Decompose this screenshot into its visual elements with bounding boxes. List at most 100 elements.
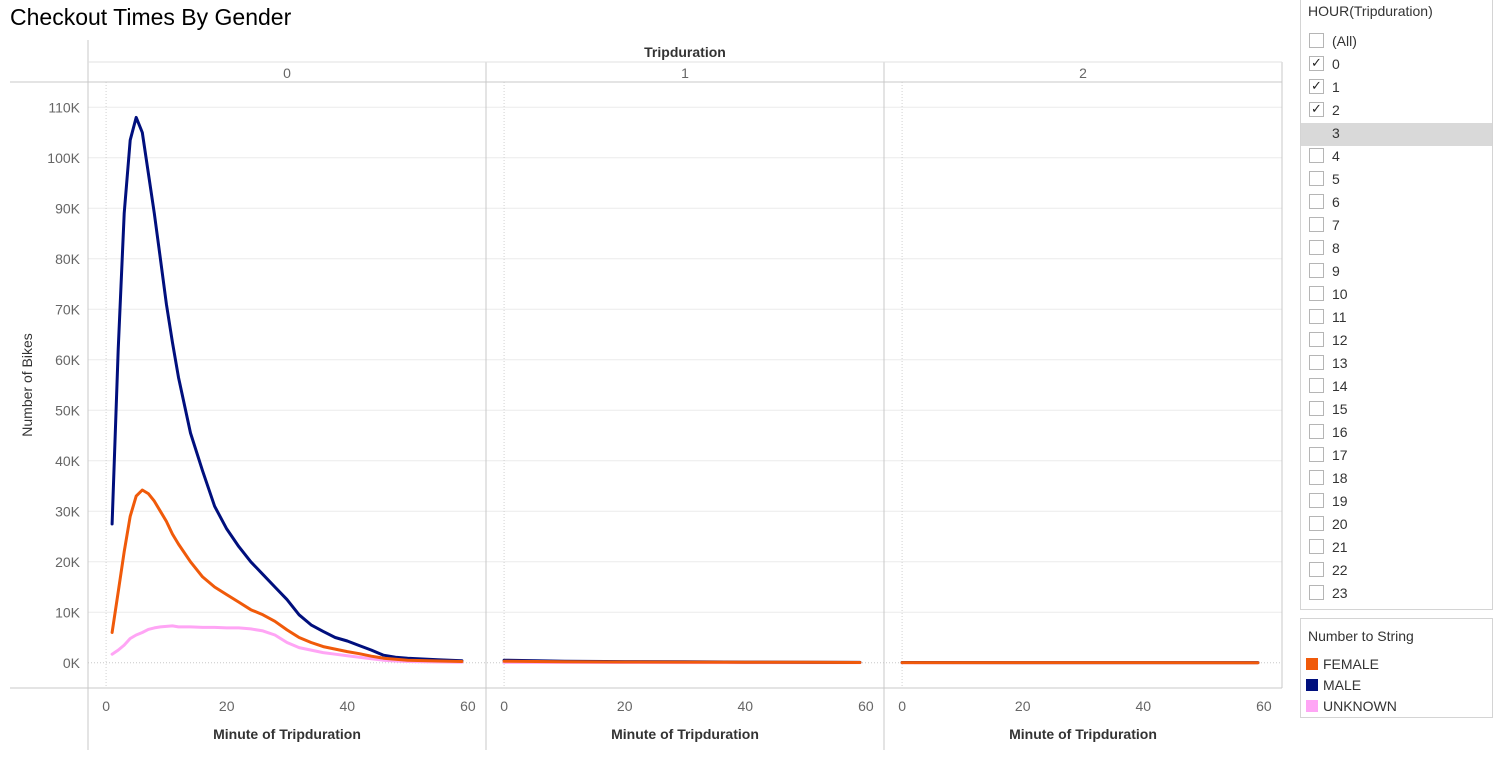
filter-checkbox[interactable] xyxy=(1309,447,1324,462)
color-legend: Number to String FEMALE MALE UNKNOWN xyxy=(1300,618,1493,718)
legend-swatch xyxy=(1306,658,1318,670)
filter-item-14[interactable]: 14 xyxy=(1301,376,1492,399)
filter-checkbox[interactable] xyxy=(1309,562,1324,577)
filter-item-7[interactable]: 7 xyxy=(1301,215,1492,238)
filter-item-label: 5 xyxy=(1332,171,1340,187)
legend-label: MALE xyxy=(1323,677,1362,693)
grid-lines xyxy=(88,82,1282,688)
filter-checkbox[interactable] xyxy=(1309,194,1324,209)
legend-label: FEMALE xyxy=(1323,656,1380,672)
filter-item-label: 9 xyxy=(1332,263,1340,279)
filter-item-label: 15 xyxy=(1332,401,1348,417)
filter-item-label: 1 xyxy=(1332,79,1340,95)
filter-item-label: 17 xyxy=(1332,447,1348,463)
filter-item-label: 7 xyxy=(1332,217,1340,233)
filter-item-20[interactable]: 20 xyxy=(1301,514,1492,537)
filter-checkbox[interactable] xyxy=(1309,401,1324,416)
filter-item-label: 14 xyxy=(1332,378,1348,394)
filter-item-3[interactable]: 3 xyxy=(1301,123,1492,146)
filter-item-18[interactable]: 18 xyxy=(1301,468,1492,491)
y-tick-label: 100K xyxy=(47,150,80,166)
filter-item-1[interactable]: ✓ 1 xyxy=(1301,77,1492,100)
panel-header-label: 2 xyxy=(1079,65,1087,81)
filter-item-0[interactable]: ✓ 0 xyxy=(1301,54,1492,77)
series-line-male xyxy=(110,115,464,663)
filter-checkbox[interactable] xyxy=(1309,424,1324,439)
legend-label: UNKNOWN xyxy=(1323,698,1397,714)
filter-item-label: 21 xyxy=(1332,539,1348,555)
y-tick-label: 110K xyxy=(48,99,80,115)
filter-item-label: 3 xyxy=(1332,125,1340,141)
filter-item-label: 20 xyxy=(1332,516,1348,532)
filter-checkbox[interactable] xyxy=(1309,171,1324,186)
series-lines xyxy=(110,115,1260,665)
filter-item-22[interactable]: 22 xyxy=(1301,560,1492,583)
filter-checkbox[interactable]: ✓ xyxy=(1309,56,1324,71)
filter-item-label: 0 xyxy=(1332,56,1340,72)
x-tick-label: 20 xyxy=(219,698,235,714)
x-tick-label: 40 xyxy=(1136,698,1152,714)
filter-checkbox[interactable] xyxy=(1309,355,1324,370)
filter-checkbox[interactable]: ✓ xyxy=(1309,102,1324,117)
filter-item-15[interactable]: 15 xyxy=(1301,399,1492,422)
panel-header-label: 1 xyxy=(681,65,689,81)
filter-item-label: 12 xyxy=(1332,332,1348,348)
filter-item-4[interactable]: 4 xyxy=(1301,146,1492,169)
filter-item-all[interactable]: (All) xyxy=(1301,31,1492,54)
filter-item-19[interactable]: 19 xyxy=(1301,491,1492,514)
filter-checkbox[interactable] xyxy=(1309,240,1324,255)
filter-checkbox[interactable] xyxy=(1309,309,1324,324)
filter-checkbox[interactable] xyxy=(1309,217,1324,232)
filter-item-label: 18 xyxy=(1332,470,1348,486)
filter-checkbox[interactable] xyxy=(1309,470,1324,485)
x-axis-title: Minute of Tripduration xyxy=(1009,726,1157,742)
filter-checkbox[interactable] xyxy=(1309,493,1324,508)
filter-title: HOUR(Tripduration) xyxy=(1308,3,1433,19)
filter-checkbox[interactable] xyxy=(1309,33,1324,48)
y-tick-label: 10K xyxy=(55,604,81,620)
column-header-title: Tripduration xyxy=(644,44,726,60)
filter-item-11[interactable]: 11 xyxy=(1301,307,1492,330)
filter-checkbox[interactable] xyxy=(1309,585,1324,600)
filter-item-9[interactable]: 9 xyxy=(1301,261,1492,284)
y-tick-label: 20K xyxy=(55,554,81,570)
filter-item-13[interactable]: 13 xyxy=(1301,353,1492,376)
y-tick-label: 0K xyxy=(63,655,81,671)
filter-item-label: 13 xyxy=(1332,355,1348,371)
series-line-female xyxy=(502,659,862,664)
filter-checkbox[interactable] xyxy=(1309,516,1324,531)
filter-item-21[interactable]: 21 xyxy=(1301,537,1492,560)
filter-checkbox[interactable] xyxy=(1309,539,1324,554)
filter-item-23[interactable]: 23 xyxy=(1301,583,1492,606)
filter-item-17[interactable]: 17 xyxy=(1301,445,1492,468)
filter-item-10[interactable]: 10 xyxy=(1301,284,1492,307)
axis-labels: 0K 10K 20K 30K 40K 50K 60K 70K 80K 90K 100K 110K Tri… xyxy=(19,44,1272,742)
filter-item-12[interactable]: 12 xyxy=(1301,330,1492,353)
x-tick-label: 0 xyxy=(898,698,906,714)
series-line-female xyxy=(110,488,464,663)
filter-checkbox[interactable] xyxy=(1309,378,1324,393)
filter-checkbox[interactable]: ✓ xyxy=(1309,79,1324,94)
filter-checkbox[interactable] xyxy=(1309,148,1324,163)
filter-checkbox[interactable] xyxy=(1309,125,1324,140)
x-tick-label: 0 xyxy=(102,698,110,714)
filter-item-label: 6 xyxy=(1332,194,1340,210)
y-tick-label: 80K xyxy=(55,251,81,267)
filter-item-label: 23 xyxy=(1332,585,1348,601)
dashboard-title: Checkout Times By Gender xyxy=(10,4,292,30)
filter-item-5[interactable]: 5 xyxy=(1301,169,1492,192)
filter-item-label: 11 xyxy=(1332,309,1347,325)
filter-item-8[interactable]: 8 xyxy=(1301,238,1492,261)
filter-checkbox[interactable] xyxy=(1309,263,1324,278)
filter-checkbox[interactable] xyxy=(1309,332,1324,347)
filter-checkbox[interactable] xyxy=(1309,286,1324,301)
legend-swatch xyxy=(1306,679,1318,691)
filter-item-label: (All) xyxy=(1332,33,1357,49)
panel-header-label: 0 xyxy=(283,65,291,81)
filter-item-2[interactable]: ✓ 2 xyxy=(1301,100,1492,123)
filter-item-16[interactable]: 16 xyxy=(1301,422,1492,445)
x-tick-label: 40 xyxy=(738,698,754,714)
x-axis-title: Minute of Tripduration xyxy=(611,726,759,742)
y-tick-label: 30K xyxy=(55,503,81,519)
filter-item-6[interactable]: 6 xyxy=(1301,192,1492,215)
